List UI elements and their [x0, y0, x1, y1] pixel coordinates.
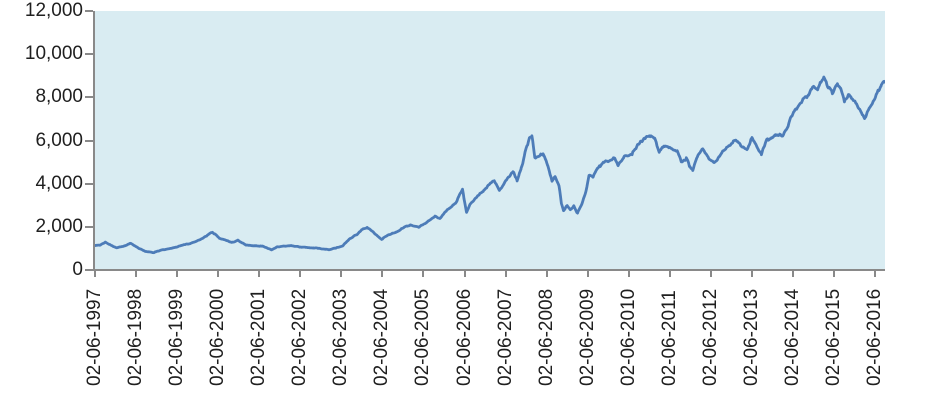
x-axis-label: 02-06-2015: [823, 288, 845, 386]
x-tick-mark: [176, 270, 179, 277]
x-axis-label: 02-06-2008: [535, 288, 557, 386]
x-axis-label: 02-06-2000: [207, 288, 229, 386]
y-tick-mark: [85, 96, 93, 99]
x-axis-label: 02-06-1999: [166, 288, 188, 386]
y-tick-mark: [85, 269, 93, 271]
x-axis-label: 02-06-2012: [699, 288, 721, 386]
index-line-series: [95, 75, 885, 255]
y-axis-line: [93, 11, 95, 271]
x-axis-label: 02-06-2006: [453, 288, 475, 386]
x-tick-mark: [217, 270, 220, 277]
y-tick-mark: [85, 139, 93, 142]
y-tick-mark: [85, 182, 93, 185]
x-tick-mark: [709, 270, 712, 277]
x-tick-mark: [874, 270, 877, 277]
x-axis-label: 02-06-2005: [412, 288, 434, 386]
y-axis-label: 12,000: [24, 0, 83, 21]
y-axis-label: 6,000: [35, 129, 83, 151]
x-tick-mark: [545, 270, 548, 277]
x-axis-label: 02-06-1997: [83, 288, 105, 386]
x-tick-mark: [750, 270, 753, 277]
x-axis-label: 02-06-2016: [864, 288, 886, 386]
x-tick-mark: [340, 270, 343, 277]
x-axis-label: 02-06-2010: [617, 288, 639, 386]
x-tick-mark: [463, 270, 466, 277]
x-tick-mark: [792, 270, 794, 277]
x-tick-mark: [627, 270, 630, 277]
y-tick-mark: [85, 10, 93, 12]
x-axis-label: 02-06-2002: [289, 288, 311, 386]
x-axis-label: 02-06-2011: [658, 290, 680, 386]
x-axis-label: 02-06-2007: [494, 288, 516, 386]
x-tick-mark: [504, 270, 507, 277]
x-tick-mark: [299, 270, 302, 277]
y-tick-mark: [85, 53, 93, 56]
y-tick-mark: [85, 225, 93, 228]
x-tick-mark: [93, 270, 96, 277]
y-axis-label: 8,000: [35, 86, 83, 108]
x-tick-mark: [586, 270, 589, 277]
x-tick-mark: [135, 270, 138, 277]
x-tick-mark: [381, 270, 384, 277]
y-axis-label: 10,000: [24, 43, 83, 65]
y-axis-label: 4,000: [35, 172, 83, 194]
x-axis-label: 02-06-2001: [248, 288, 270, 386]
y-axis-label: 2,000: [35, 215, 83, 237]
x-tick-mark: [668, 270, 671, 277]
x-axis-label: 02-06-2014: [782, 288, 803, 386]
x-axis-label: 02-06-2003: [330, 288, 352, 386]
x-axis-label: 02-06-1998: [125, 288, 147, 386]
chart-svg: [95, 75, 885, 255]
x-tick-mark: [422, 270, 425, 277]
x-axis-label: 02-06-2009: [576, 288, 598, 386]
x-tick-mark: [833, 270, 836, 277]
x-tick-mark: [258, 270, 261, 277]
x-axis-label: 02-06-2004: [371, 288, 393, 386]
x-axis-line: [93, 269, 885, 271]
x-axis-label: 02-06-2013: [740, 288, 762, 386]
y-axis-label: 0: [72, 259, 83, 280]
